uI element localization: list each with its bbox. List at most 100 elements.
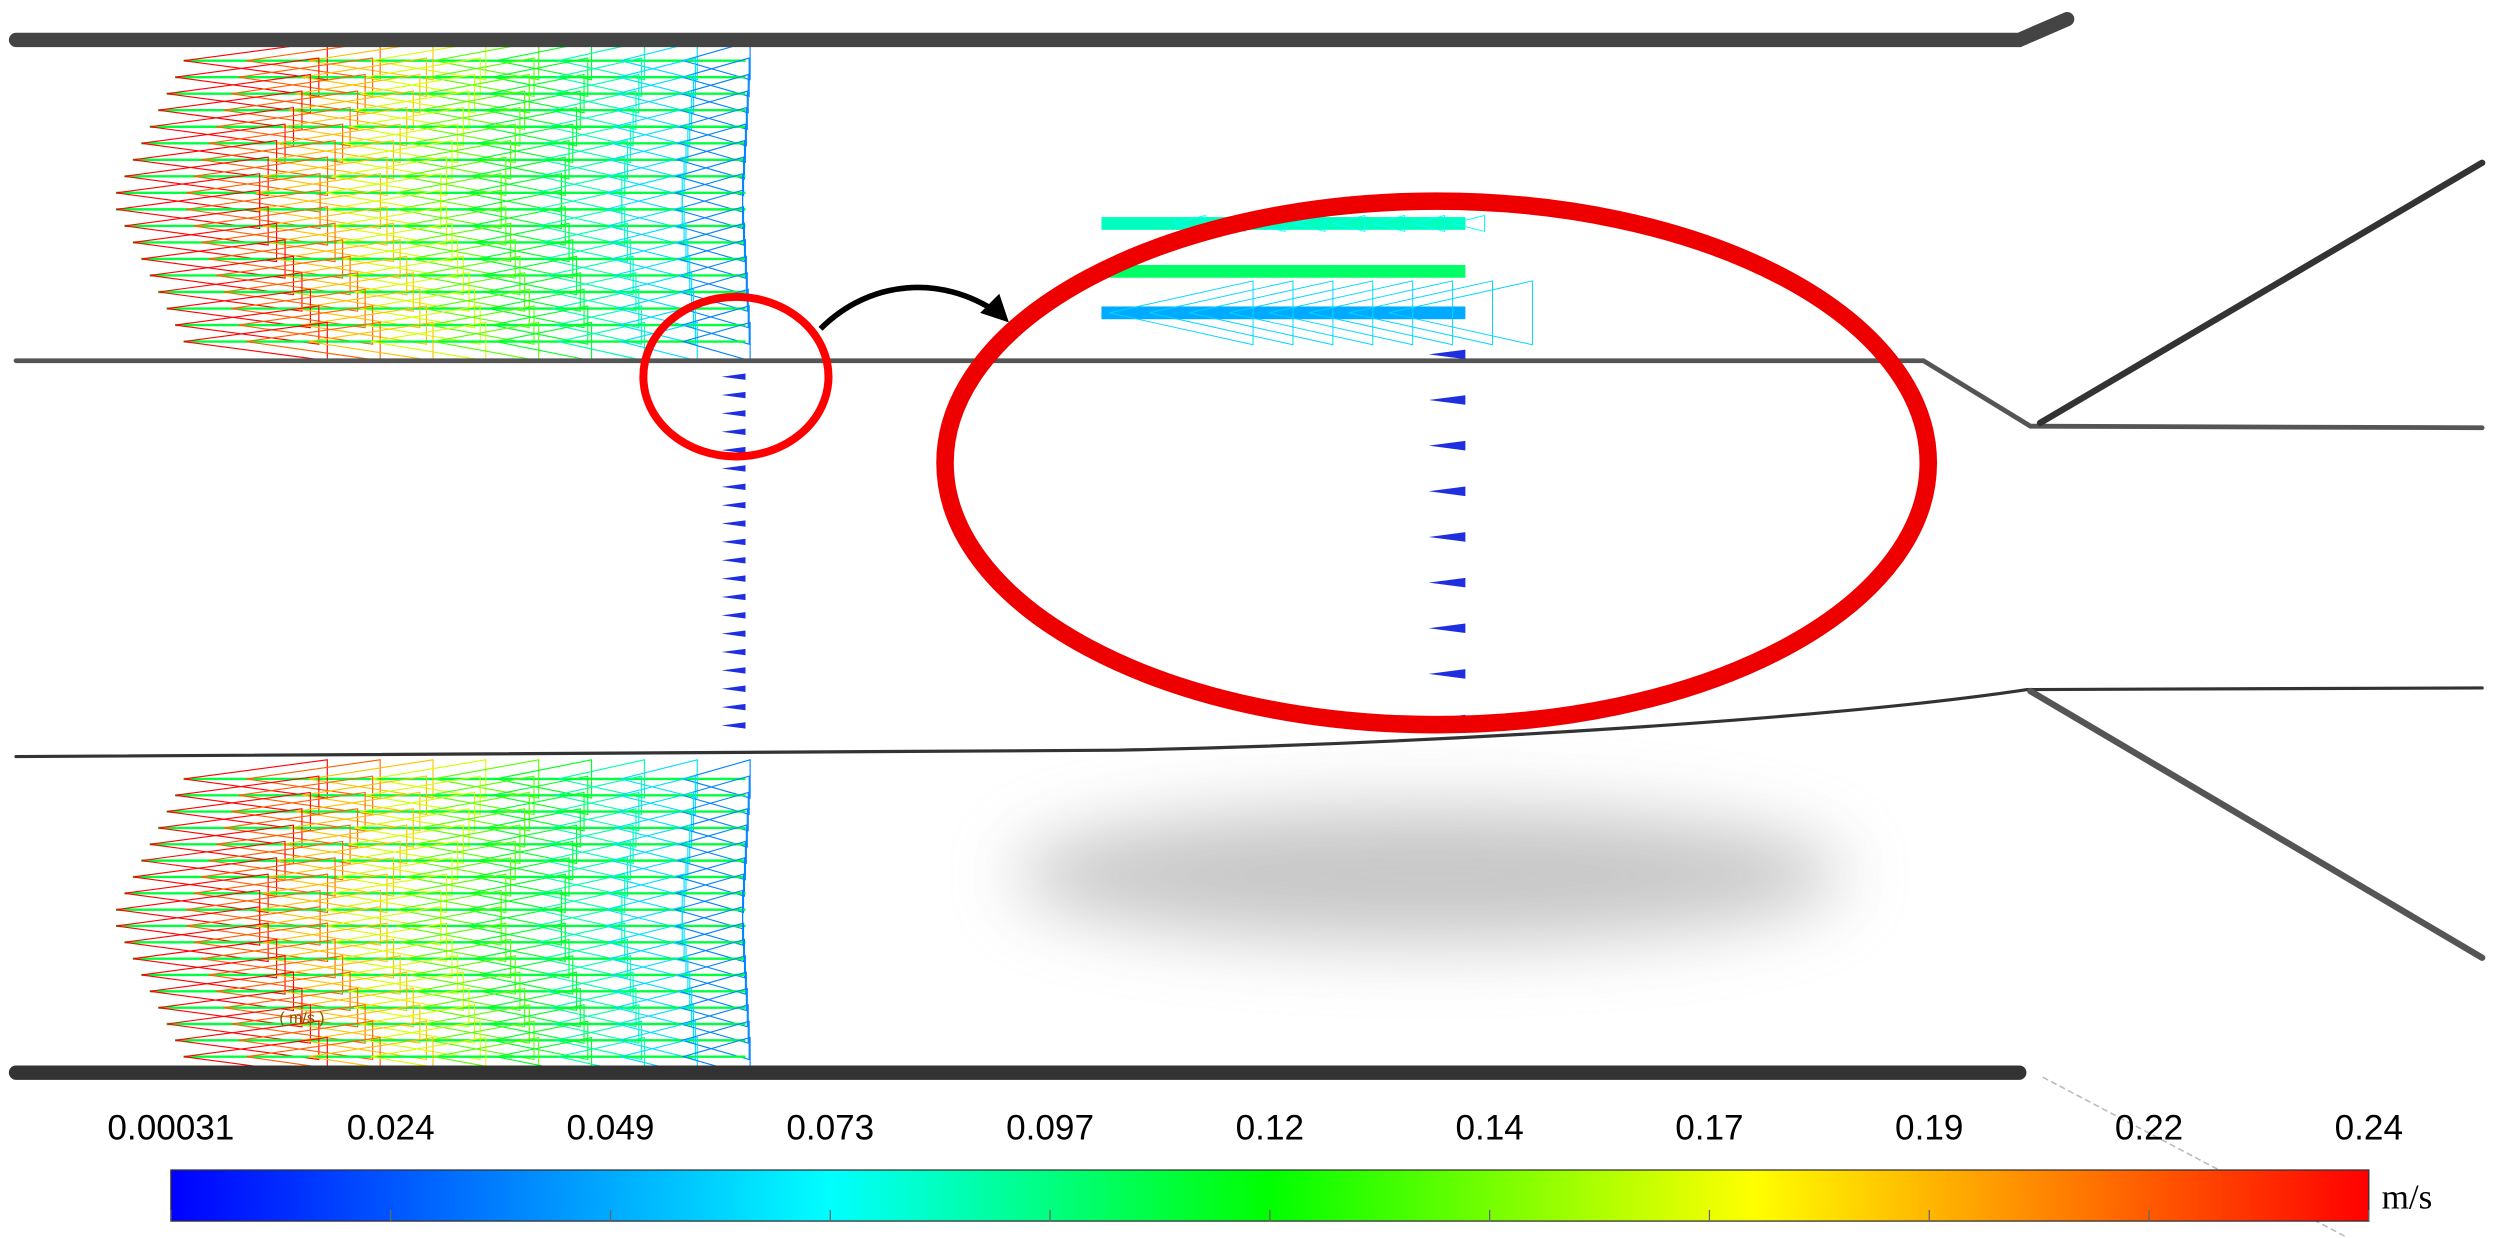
vector-head <box>541 139 629 180</box>
vector-head <box>238 305 374 345</box>
vector-head <box>200 222 336 263</box>
arrow <box>818 284 1000 331</box>
vector-head <box>132 857 278 897</box>
vector-head <box>230 791 366 832</box>
vector-head <box>473 938 570 979</box>
vector-head <box>428 775 535 816</box>
vector-head <box>342 123 459 164</box>
zoom-small-vector <box>1428 486 1466 497</box>
vector-head <box>495 321 593 362</box>
vector-head <box>275 955 401 995</box>
vector-head <box>419 808 526 848</box>
vector-head <box>337 222 453 263</box>
vector-head <box>359 791 476 832</box>
vector-head <box>473 139 570 180</box>
small-vector <box>721 501 746 509</box>
vector-head <box>183 321 328 362</box>
vector-head <box>230 73 366 114</box>
vector-head <box>423 791 530 832</box>
vector-head <box>607 873 685 914</box>
vector-head <box>546 824 634 865</box>
vectors <box>115 40 751 1077</box>
vector-head <box>245 321 381 362</box>
vector-head <box>675 139 746 180</box>
vector-head <box>149 971 295 1012</box>
small-vector <box>721 667 746 674</box>
vector-head <box>193 873 329 914</box>
vector-head <box>400 922 507 963</box>
vector-head <box>409 239 516 279</box>
vector-head <box>674 922 745 963</box>
vector-head <box>535 906 623 946</box>
vector-head <box>423 1004 530 1044</box>
vector-head <box>337 938 453 979</box>
small-vector <box>721 428 746 435</box>
vector-head <box>223 808 359 848</box>
vector-head <box>558 40 645 81</box>
vector-head <box>552 791 640 832</box>
vector-head <box>614 90 693 131</box>
vector-head <box>558 321 645 362</box>
vector-head <box>538 873 626 914</box>
vector-head <box>268 857 395 897</box>
vector-head <box>158 272 303 312</box>
vector-head <box>325 189 442 230</box>
vector-head <box>262 922 388 963</box>
small-vector <box>721 391 746 399</box>
vector-head <box>611 123 689 164</box>
small-vector <box>721 703 746 711</box>
vector-head <box>488 791 585 832</box>
vector-head <box>166 1004 311 1044</box>
vector-head <box>465 906 563 946</box>
vector-head <box>675 938 746 979</box>
vector-head <box>552 1004 640 1044</box>
vector-head <box>680 1020 750 1061</box>
vector-head <box>544 239 631 279</box>
vector-head <box>535 189 623 230</box>
vector-head <box>245 40 381 81</box>
small-vector <box>721 520 746 527</box>
colorbar-tick-label: 0.097 <box>1006 1108 1094 1147</box>
vector-head <box>495 40 593 81</box>
vector-head <box>200 938 336 979</box>
vector-head <box>555 57 643 98</box>
vector-head <box>295 1004 421 1044</box>
vector-head <box>605 906 683 946</box>
vector-head <box>245 759 381 799</box>
vector-head <box>331 206 447 246</box>
vector-head <box>677 106 747 147</box>
vector-head <box>353 808 470 848</box>
vector-head <box>549 90 637 131</box>
vector-head <box>611 239 689 279</box>
vector-head <box>609 139 687 180</box>
vector-head <box>353 90 470 131</box>
vector-head <box>611 840 689 881</box>
vector-head <box>549 808 637 848</box>
zoom-vectors <box>1101 214 1533 725</box>
vector-head <box>538 156 626 197</box>
vector-head <box>208 840 344 881</box>
vector-head <box>620 759 698 799</box>
vector-head <box>175 775 320 816</box>
zoom-head <box>1348 280 1493 346</box>
vector-head <box>288 987 414 1028</box>
vector-head <box>175 305 320 345</box>
vector-head <box>473 222 570 263</box>
small-vector <box>721 593 746 601</box>
vector-head <box>484 272 581 312</box>
vector-head <box>549 987 637 1028</box>
vector-head <box>308 40 434 81</box>
colorbar-ticks: 0.00031 0.024 0.049 0.073 0.097 0.12 0.14 0.17 0… <box>107 1108 2403 1222</box>
vector-head <box>541 222 629 263</box>
vector-head <box>541 857 629 897</box>
colorbar-tick-label: 0.073 <box>786 1108 874 1147</box>
inner-wall-top <box>13 358 2485 431</box>
vector-head <box>552 288 640 329</box>
vector-head <box>676 840 746 881</box>
vector-head <box>614 808 693 848</box>
vector-head <box>238 57 374 97</box>
vector-head <box>469 156 566 197</box>
vector-head <box>476 123 574 164</box>
